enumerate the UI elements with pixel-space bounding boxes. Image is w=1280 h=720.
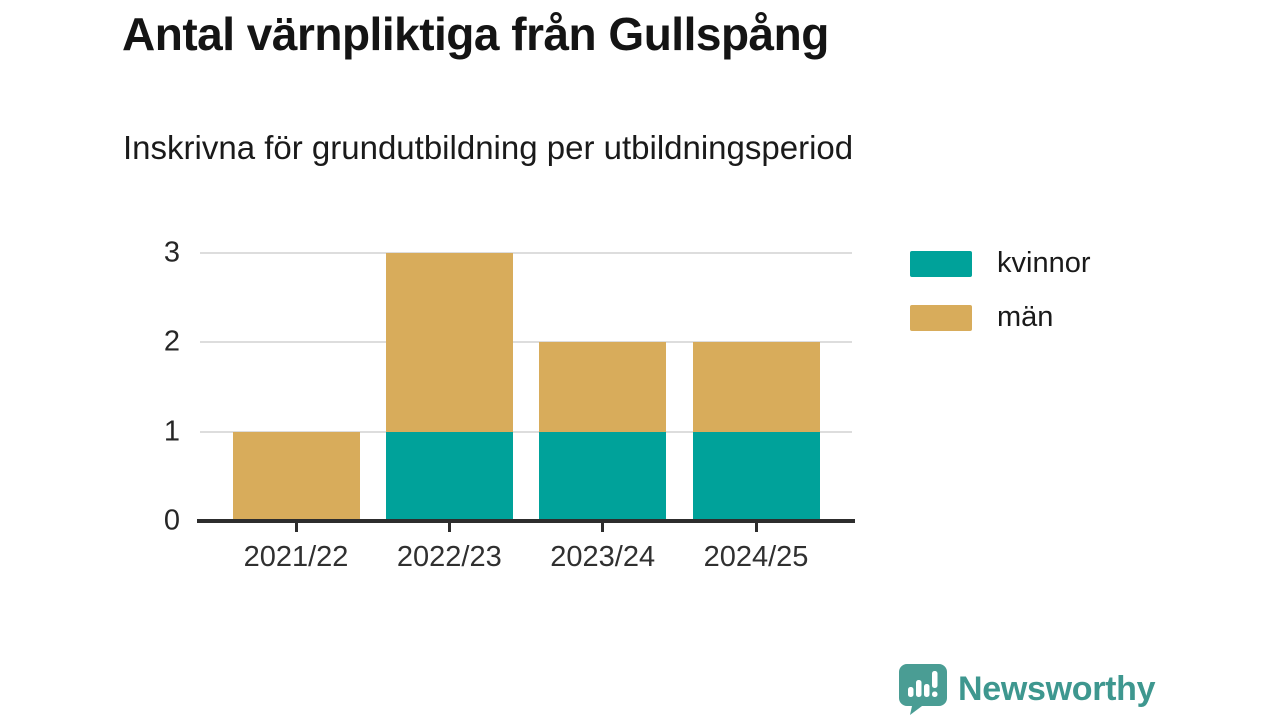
x-tick-label-2021-22: 2021/22	[243, 541, 349, 573]
legend-label-kvinnor: kvinnor	[997, 247, 1091, 279]
bar-segment-män-2024-25	[692, 342, 820, 432]
bar-segment-kvinnor-2023-24	[539, 431, 667, 521]
x-tick-label-2023-24: 2023/24	[550, 541, 656, 573]
legend-item-män: män	[910, 301, 1091, 334]
bar-segment-män-2021-22	[232, 431, 360, 521]
plot-area	[200, 252, 852, 521]
legend-swatch-kvinnor	[910, 250, 972, 277]
x-tick-2024-25	[754, 523, 758, 532]
x-tick-2023-24	[601, 523, 605, 532]
legend-item-kvinnor: kvinnor	[910, 247, 1091, 280]
x-tick-2021-22	[294, 523, 298, 532]
bar-segment-kvinnor-2024-25	[692, 431, 820, 521]
bar-segment-män-2023-24	[539, 342, 667, 432]
y-tick-label-2: 2	[163, 325, 180, 358]
gridline-y1	[200, 430, 852, 433]
y-tick-label-0: 0	[163, 504, 180, 537]
x-tick-2022-23	[447, 523, 451, 532]
legend-label-män: män	[997, 301, 1054, 333]
x-tick-label-2024-25: 2024/25	[703, 541, 809, 573]
y-tick-label-3: 3	[163, 236, 180, 269]
chart-subtitle: Inskrivna för grundutbildning per utbild…	[123, 129, 854, 166]
legend: kvinnor män	[910, 247, 1091, 355]
gridline-y2	[200, 341, 852, 344]
newsworthy-logo-icon	[899, 664, 947, 715]
newsworthy-wordmark: Newsworthy	[958, 669, 1156, 708]
x-tick-label-2022-23: 2022/23	[396, 541, 502, 573]
newsworthy-logo: Newsworthy	[898, 663, 1156, 715]
bar-segment-kvinnor-2022-23	[385, 431, 513, 521]
y-tick-label-1: 1	[163, 415, 180, 448]
x-axis-line	[197, 519, 855, 523]
legend-swatch-män	[910, 304, 972, 331]
gridline-y3	[200, 252, 852, 254]
bar-segment-män-2022-23	[385, 253, 513, 432]
chart-title: Antal värnpliktiga från Gullspång	[122, 8, 829, 60]
